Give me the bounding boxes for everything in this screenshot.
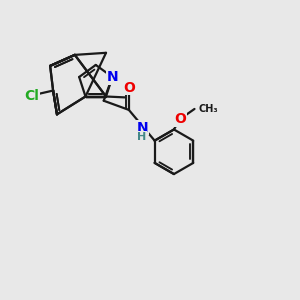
- Text: O: O: [174, 112, 186, 126]
- Text: O: O: [123, 81, 135, 94]
- Text: Cl: Cl: [24, 88, 39, 103]
- Text: CH₃: CH₃: [199, 104, 219, 114]
- Text: N: N: [136, 121, 148, 135]
- Text: H: H: [137, 132, 147, 142]
- Text: N: N: [106, 70, 118, 84]
